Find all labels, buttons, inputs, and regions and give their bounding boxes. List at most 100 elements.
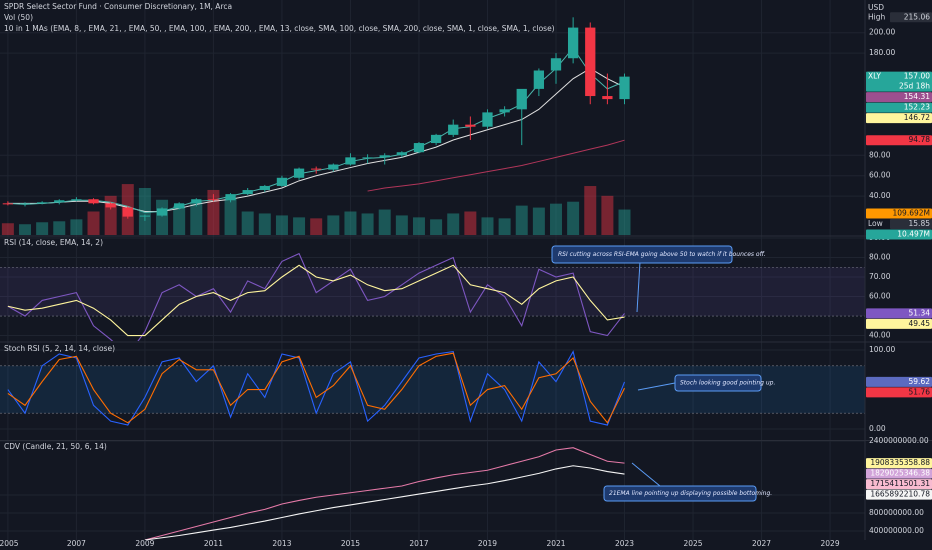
price-label-text: XLY — [868, 72, 881, 81]
x-tick-label: 2021 — [546, 539, 565, 548]
x-tick-label: 2019 — [478, 539, 497, 548]
candle-body — [499, 109, 510, 113]
price-label-text: 1665892210.78 — [870, 490, 930, 499]
candle-body — [105, 203, 116, 208]
volume-bar — [481, 217, 494, 235]
series-line — [7, 252, 625, 341]
volume-bar — [618, 209, 631, 235]
countdown: 25d 18h — [899, 82, 930, 91]
volume-bar — [464, 211, 477, 235]
price-label-bg — [890, 219, 932, 230]
candle-body — [345, 157, 356, 165]
volume-bar — [601, 195, 614, 235]
price-label-text: 94.78 — [909, 135, 931, 144]
volume-bar — [361, 213, 374, 235]
y-tick-label: 400000000.00 — [869, 526, 924, 535]
series-line — [367, 139, 625, 192]
callout-arrow — [637, 382, 676, 391]
price-label-bg — [866, 71, 932, 92]
candle-body — [242, 190, 253, 195]
x-tick-label: 2027 — [752, 539, 771, 548]
price-label-bg — [866, 479, 932, 490]
candle-body — [413, 143, 425, 153]
price-label: 59.62 — [866, 376, 932, 387]
series-line — [7, 352, 626, 424]
y-tick-label: 60.00 — [869, 171, 891, 180]
x-tick-label: 2005 — [0, 539, 19, 548]
y-tick-label: 100.00 — [869, 345, 895, 354]
candle-body — [259, 185, 270, 191]
volume-bar — [224, 197, 237, 235]
volume-bar — [275, 215, 288, 235]
price-label: 51.76 — [866, 387, 932, 398]
candle-body — [36, 202, 48, 204]
price-label-text: 1829025346.38 — [870, 469, 930, 478]
x-tick-label: 2011 — [204, 539, 223, 548]
candle-body — [122, 207, 133, 217]
candle-body — [19, 203, 31, 205]
chart-title: SPDR Select Sector Fund · Consumer Discr… — [4, 2, 232, 11]
currency: USD — [868, 3, 884, 12]
volume-bar — [498, 218, 511, 235]
price-label-bg — [866, 376, 932, 387]
candle-body — [156, 208, 168, 216]
price-label-text: High — [868, 12, 885, 21]
callout-box — [674, 374, 762, 392]
volume-bar — [515, 205, 528, 235]
series-line — [7, 350, 626, 426]
rsi-title: RSI (14, close, EMA, 14, 2) — [4, 238, 103, 247]
candle-body — [208, 199, 219, 201]
callout-text: RSI cutting across RSI-EMA going above 5… — [558, 251, 766, 258]
candle-body — [276, 177, 288, 186]
ma-title: 10 in 1 MAs (EMA, 8, , EMA, 21, , EMA, 5… — [4, 24, 555, 33]
volume-bar — [70, 219, 83, 235]
volume-bar — [36, 222, 49, 235]
y-tick-label: 80.00 — [869, 252, 891, 261]
band — [0, 267, 865, 317]
x-tick-label: 2029 — [821, 539, 840, 548]
price-label: High 215.06 — [868, 12, 932, 23]
volume-bar — [327, 215, 340, 235]
callout-arrow — [636, 261, 641, 313]
series-line — [7, 264, 625, 337]
price-label-text: 152.23 — [904, 103, 930, 112]
y-tick-label: 800000000.00 — [869, 508, 924, 517]
candle-body — [225, 194, 236, 201]
candle-body — [585, 27, 596, 97]
price-label-bg — [866, 489, 932, 500]
price-label: 154.31 — [866, 92, 932, 103]
candle-body — [379, 155, 390, 158]
price-label-bg — [866, 229, 932, 240]
stoch-callout: Stoch looking good pointing up. — [637, 374, 775, 392]
volume-bar — [87, 211, 100, 235]
volume-bar — [532, 207, 545, 235]
candle-body — [619, 76, 630, 100]
y-tick-label: 80.00 — [869, 150, 891, 159]
candle-body — [71, 199, 82, 201]
x-tick-label: 2017 — [409, 539, 428, 548]
price-label-text: 157.00 — [904, 72, 930, 81]
cdv-callout: 21EMA line pointing up displaying possib… — [603, 462, 772, 502]
price-label-bg — [866, 468, 932, 479]
volume-bar — [190, 201, 203, 235]
price-label-bg — [866, 135, 932, 146]
price-label: 1829025346.38 — [866, 468, 932, 479]
price-label: 109.692M — [866, 208, 932, 219]
price-label-bg — [866, 308, 932, 319]
candle-body — [88, 199, 99, 204]
candle-body — [465, 124, 476, 127]
volume-bar — [567, 201, 580, 235]
volume-bar — [19, 224, 32, 235]
y-tick-label: 40.00 — [869, 331, 891, 340]
candle-body — [516, 88, 527, 110]
candle-body — [430, 134, 442, 144]
price-label: 10.497M — [866, 229, 932, 240]
mark-layer — [1, 17, 631, 540]
x-tick-label: 2023 — [615, 539, 634, 548]
price-label: 1665892210.78 — [866, 489, 932, 500]
candle-body — [328, 164, 339, 170]
candle-body — [54, 200, 65, 203]
candle-body — [550, 58, 562, 71]
volume-bar — [241, 211, 254, 235]
